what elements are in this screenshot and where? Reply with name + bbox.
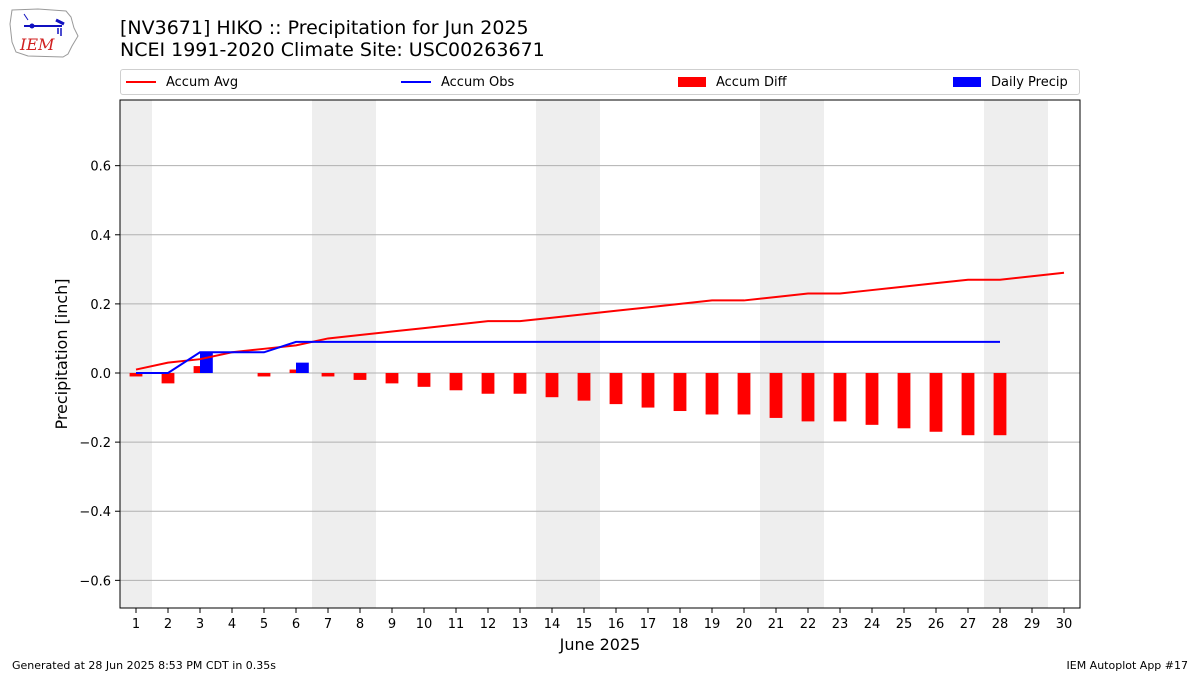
x-tick-label: 6 [292, 617, 300, 632]
weekend-band [984, 100, 1048, 608]
x-tick-label: 2 [164, 617, 172, 632]
accum-diff-bar [641, 373, 655, 408]
accum-diff-bar [705, 373, 719, 415]
x-tick-label: 16 [608, 617, 625, 632]
accum-diff-bar [929, 373, 943, 432]
x-tick-label: 8 [356, 617, 364, 632]
chart-title-line1: [NV3671] HIKO :: Precipitation for Jun 2… [120, 17, 529, 39]
accum-diff-bar [481, 373, 495, 394]
accum-diff-bar [769, 373, 783, 418]
accum-avg-line [135, 271, 1065, 371]
footer-app: IEM Autoplot App #17 [1066, 659, 1189, 672]
y-axis-label: Precipitation [inch] [52, 278, 71, 429]
accum-diff-bar [257, 373, 271, 377]
x-tick-label: 17 [640, 617, 657, 632]
x-tick-label: 7 [324, 617, 332, 632]
x-tick-label: 22 [800, 617, 817, 632]
legend-label-accum-obs: Accum Obs [441, 74, 515, 90]
daily-precip-bar [200, 352, 213, 374]
chart-title-line2: NCEI 1991-2020 Climate Site: USC00263671 [120, 39, 545, 61]
x-tick-label: 21 [768, 617, 785, 632]
weekend-band [760, 100, 824, 608]
x-tick-label: 15 [576, 617, 593, 632]
accum-diff-bar [513, 373, 527, 394]
y-tick-label: 0.4 [90, 229, 111, 244]
x-tick-label: 1 [132, 617, 140, 632]
x-tick-label: 30 [1056, 617, 1073, 632]
accum-diff-bar [993, 373, 1007, 436]
x-tick-label: 20 [736, 617, 753, 632]
accum-diff-bar [801, 373, 815, 422]
accum-diff-bar [417, 373, 431, 387]
y-tick-label: 0.6 [90, 160, 111, 175]
weekend-band [120, 100, 152, 608]
legend-swatch-accum-diff [678, 77, 706, 87]
legend-item-accum-diff: Accum Diff [678, 70, 787, 94]
accum-diff-bar [865, 373, 879, 425]
accum-diff-bar [609, 373, 623, 405]
x-tick-label: 24 [864, 617, 881, 632]
iem-logo: IEM [9, 8, 79, 58]
accum-diff-bar [897, 373, 911, 429]
accum-diff-bar [353, 373, 367, 380]
legend-swatch-accum-avg [126, 81, 156, 83]
x-tick-label: 4 [228, 617, 236, 632]
x-tick-label: 14 [544, 617, 561, 632]
legend-label-accum-diff: Accum Diff [716, 74, 787, 90]
x-tick-label: 23 [832, 617, 849, 632]
svg-text:IEM: IEM [19, 35, 55, 54]
x-tick-label: 29 [1024, 617, 1041, 632]
accum-diff-bar [577, 373, 591, 401]
footer-generated: Generated at 28 Jun 2025 8:53 PM CDT in … [12, 659, 277, 672]
x-axis-label: June 2025 [559, 635, 641, 654]
accum-diff-bar [161, 373, 175, 384]
y-tick-label: −0.2 [79, 436, 111, 451]
x-tick-label: 3 [196, 617, 204, 632]
accum-diff-bar [833, 373, 847, 422]
legend-label-accum-avg: Accum Avg [166, 74, 239, 90]
chart-title: [NV3671] HIKO :: Precipitation for Jun 2… [120, 17, 545, 61]
x-tick-label: 12 [480, 617, 497, 632]
legend-swatch-accum-obs [401, 81, 431, 83]
accum-diff-bar [961, 373, 975, 436]
x-tick-label: 28 [992, 617, 1009, 632]
legend-item-accum-avg: Accum Avg [126, 70, 238, 94]
x-tick-label: 25 [896, 617, 913, 632]
x-tick-label: 26 [928, 617, 945, 632]
legend: Accum Avg Accum Obs Accum Diff Daily Pre… [120, 69, 1080, 95]
legend-item-daily-precip: Daily Precip [953, 70, 1068, 94]
y-tick-label: −0.6 [79, 574, 111, 589]
x-tick-label: 9 [388, 617, 396, 632]
x-tick-label: 27 [960, 617, 977, 632]
x-tick-label: 10 [416, 617, 433, 632]
accum-diff-bar [321, 373, 335, 377]
legend-swatch-daily-precip [953, 77, 981, 87]
x-tick-label: 11 [448, 617, 465, 632]
accum-diff-bar [737, 373, 751, 415]
daily-precip-bar [296, 362, 309, 374]
accum-diff-bar [385, 373, 399, 384]
y-tick-label: −0.4 [79, 505, 111, 520]
accum-diff-bar [673, 373, 687, 412]
weekend-band [536, 100, 600, 608]
x-tick-label: 19 [704, 617, 721, 632]
weekend-band [312, 100, 376, 608]
y-tick-label: 0.2 [90, 298, 111, 313]
plot-frame [119, 99, 1081, 609]
accum-diff-bar [449, 373, 463, 391]
x-tick-label: 13 [512, 617, 529, 632]
y-tick-label: 0.0 [90, 367, 111, 382]
x-tick-label: 18 [672, 617, 689, 632]
legend-item-accum-obs: Accum Obs [401, 70, 514, 94]
accum-diff-bar [129, 373, 143, 377]
legend-label-daily-precip: Daily Precip [991, 74, 1068, 90]
x-tick-label: 5 [260, 617, 268, 632]
accum-diff-bar [545, 373, 559, 398]
accum-obs-line [136, 340, 1000, 375]
